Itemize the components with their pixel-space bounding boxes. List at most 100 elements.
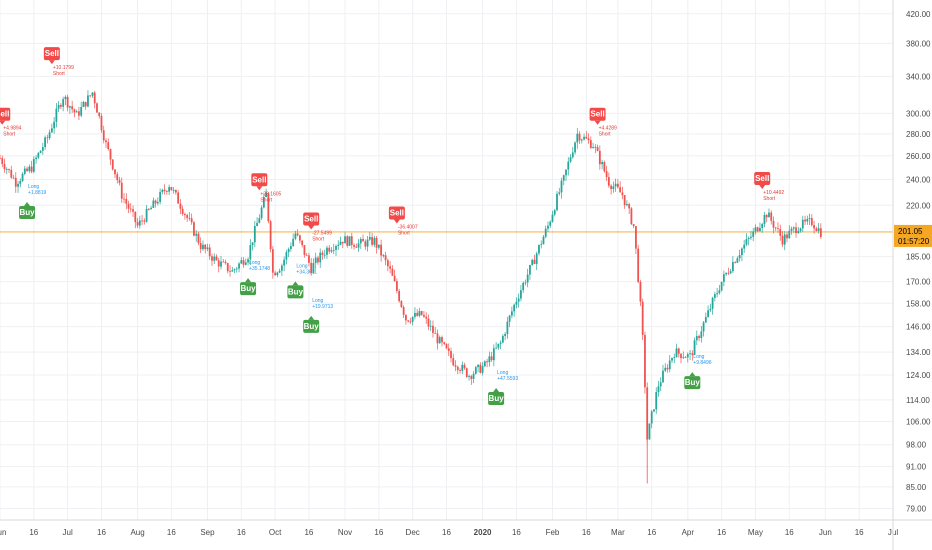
x-tick-label: Apr: [682, 528, 695, 537]
candle-body: [341, 241, 344, 244]
candle-body: [456, 366, 459, 371]
candle-body: [614, 183, 617, 187]
candle-body: [799, 228, 802, 232]
x-tick-label: Feb: [546, 528, 560, 537]
signal-direction: Short: [398, 231, 411, 237]
candle-body: [517, 298, 520, 302]
sell-label-box: [388, 206, 405, 220]
candle-body: [150, 207, 152, 210]
signal-direction: Long: [296, 263, 307, 269]
sell-pointer: [594, 120, 601, 125]
candle-body: [278, 270, 281, 273]
candle-body: [459, 370, 461, 371]
candle-body: [314, 257, 317, 264]
candle-body: [768, 212, 770, 218]
candle-body: [510, 311, 513, 316]
candle-body: [283, 259, 286, 266]
candle-body: [292, 238, 295, 247]
candle-body: [639, 282, 642, 302]
candle-body: [474, 367, 477, 374]
x-tick-label: Dec: [406, 528, 420, 537]
candle-body: [3, 164, 6, 170]
candle-body: [743, 244, 746, 249]
sell-label: Sell: [45, 49, 59, 58]
candle-body: [420, 311, 423, 315]
buy-label: Buy: [19, 208, 35, 217]
candle-body: [244, 262, 247, 265]
candle-body: [445, 343, 448, 349]
candle-body: [416, 312, 419, 316]
last-price-label: 201.05: [898, 227, 923, 236]
buy-label: Buy: [489, 394, 505, 403]
candle-body: [373, 237, 376, 245]
candle-body: [533, 259, 536, 264]
candle-body: [308, 255, 310, 263]
candle-body: [427, 318, 430, 327]
candle-body: [454, 365, 457, 367]
candle-body: [350, 236, 353, 245]
candle-body: [587, 138, 590, 141]
x-tick-label: 16: [29, 528, 38, 537]
x-tick-label: May: [748, 528, 763, 537]
sell-label-box: [303, 212, 320, 226]
candle-body: [247, 259, 249, 263]
signal-value: +26.1605: [260, 191, 281, 197]
candle-body: [774, 227, 777, 229]
candle-body: [287, 249, 290, 253]
signal-value: +4.9894: [3, 126, 21, 132]
candle-body: [626, 204, 628, 206]
candle-body: [553, 210, 556, 215]
sell-pointer: [393, 219, 400, 224]
candle-body: [317, 257, 319, 263]
candle-body: [790, 228, 793, 231]
candle-body: [280, 265, 283, 271]
candle-body: [213, 256, 216, 261]
candle-body: [713, 294, 716, 299]
candle-body: [87, 95, 89, 107]
buy-pointer: [24, 201, 31, 206]
candle-body: [506, 321, 509, 334]
candle-body: [472, 373, 475, 379]
buy-label-box: [488, 391, 505, 405]
candle-body: [253, 226, 256, 243]
candle-body: [389, 266, 392, 269]
candle-body: [662, 370, 664, 383]
candle-body: [44, 137, 47, 148]
candle-body: [265, 192, 267, 198]
candle-body: [718, 290, 721, 294]
y-tick-label: 98.00: [906, 441, 927, 450]
candle-body: [346, 236, 349, 246]
candle-body: [184, 214, 186, 216]
sell-pointer: [308, 225, 315, 230]
candle-body: [335, 245, 337, 250]
candle-body: [540, 244, 543, 246]
candle-body: [111, 159, 114, 170]
candle-body: [495, 347, 498, 349]
candle-body: [682, 357, 685, 359]
candle-body: [513, 304, 516, 312]
signal-value: +9.8496: [693, 360, 711, 366]
candle-body: [395, 281, 398, 292]
candle-body: [702, 322, 705, 332]
candle-body: [569, 157, 572, 162]
candle-body: [813, 225, 815, 229]
candle-body: [490, 356, 493, 361]
y-tick-label: 114.00: [906, 396, 930, 405]
candle-body: [93, 92, 96, 104]
candle-body: [677, 348, 680, 354]
y-tick-label: 260.00: [906, 152, 931, 161]
candle-body: [30, 166, 33, 172]
y-tick-label: 124.00: [906, 371, 931, 380]
candle-body: [134, 211, 137, 223]
candle-body: [355, 246, 358, 248]
sell-label-box: [251, 173, 268, 187]
signal-direction: Short: [260, 197, 273, 203]
buy-label-box: [287, 285, 304, 299]
x-tick-label: 16: [512, 528, 521, 537]
sell-label: Sell: [390, 209, 404, 218]
signals: Sell+4.9894ShortBuyLong+1.8819Sell+10.17…: [0, 47, 784, 405]
candle-body: [364, 241, 367, 247]
candle-body: [750, 236, 752, 238]
